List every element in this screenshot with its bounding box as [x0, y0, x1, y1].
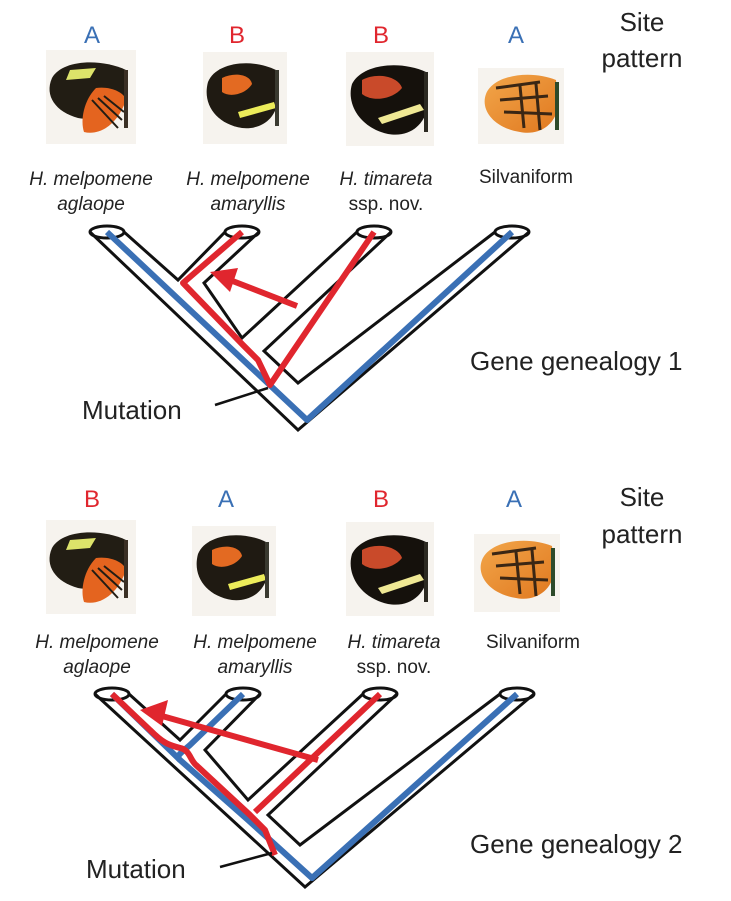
panel-1: A B B A Site pattern [29, 7, 683, 433]
butterfly-amaryllis-image-2 [192, 526, 276, 616]
genealogy-label-1: Gene genealogy 1 [470, 346, 683, 376]
taxon-2-0-line1: H. melpomene [35, 632, 159, 653]
taxon-1-0-line1: H. melpomene [29, 169, 153, 190]
site-pattern-heading-1a: Site [620, 7, 665, 37]
lineage-red-2 [109, 691, 383, 857]
taxon-1-2-line1: H. timareta [340, 169, 433, 190]
site-pattern-2-0: B [84, 486, 100, 513]
site-pattern-1-3: A [508, 22, 524, 49]
mutation-pointer-1 [214, 386, 269, 407]
taxon-1-1-line2: amaryllis [211, 194, 286, 215]
butterfly-timareta-image [346, 52, 434, 146]
lineage-blue-1 [104, 229, 515, 423]
site-pattern-2-3: A [506, 486, 522, 513]
taxon-1-3-line1: Silvaniform [479, 167, 573, 188]
panel-2: B A B A Site pattern [35, 482, 683, 889]
site-pattern-1-1: B [229, 22, 245, 49]
lineage-red-1 [180, 229, 377, 388]
site-pattern-heading-2a: Site [620, 482, 665, 512]
butterfly-timareta-image-2 [346, 522, 434, 616]
gene-genealogy-1-lineages [104, 229, 515, 423]
mutation-pointer-2 [219, 851, 273, 869]
taxon-2-2-line1: H. timareta [348, 632, 441, 653]
site-pattern-1-0: A [84, 22, 100, 49]
taxon-1-2-line2: ssp. nov. [349, 194, 424, 215]
site-pattern-heading-1b: pattern [602, 43, 683, 73]
taxon-1-0-line2: aglaope [57, 194, 125, 215]
butterfly-aglaope-image-2 [46, 520, 136, 614]
gene-genealogy-2-lineages [109, 691, 520, 881]
taxon-1-1-line1: H. melpomene [186, 169, 310, 190]
migration-arrow-1 [210, 268, 299, 309]
taxon-2-3-line1: Silvaniform [486, 632, 580, 653]
taxon-2-1-line2: amaryllis [218, 657, 293, 678]
site-pattern-2-1: A [218, 486, 234, 513]
butterfly-silvaniform-image-2 [474, 534, 560, 612]
gene-genealogy-1-tree [88, 224, 531, 433]
butterfly-aglaope-image [46, 50, 136, 144]
butterfly-silvaniform-image [478, 68, 564, 144]
mutation-label-2: Mutation [86, 854, 186, 884]
taxon-2-2-line2: ssp. nov. [357, 657, 432, 678]
taxon-2-1-line1: H. melpomene [193, 632, 317, 653]
migration-arrow-2 [140, 700, 319, 763]
site-pattern-2-2: B [373, 486, 389, 513]
site-pattern-heading-2b: pattern [602, 519, 683, 549]
taxon-2-0-line2: aglaope [63, 657, 131, 678]
mutation-label-1: Mutation [82, 395, 182, 425]
butterfly-amaryllis-image [203, 52, 287, 144]
site-pattern-1-2: B [373, 22, 389, 49]
genealogy-label-2: Gene genealogy 2 [470, 829, 683, 859]
